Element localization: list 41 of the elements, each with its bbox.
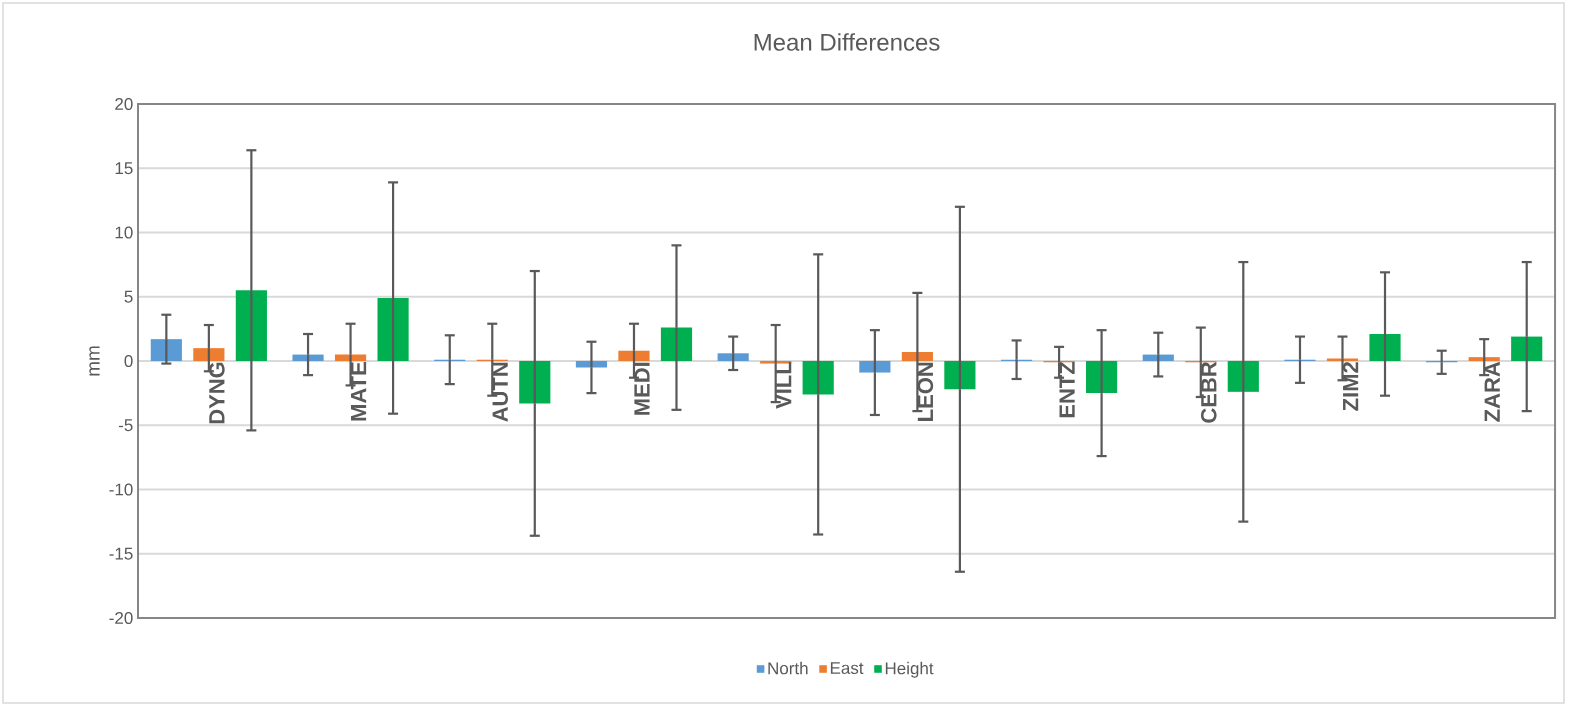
bar xyxy=(760,361,792,364)
bar xyxy=(292,354,324,361)
bar xyxy=(1227,361,1259,392)
y-tick-label: 10 xyxy=(115,226,133,239)
bar xyxy=(193,348,225,361)
x-tick-label: ZIM2 xyxy=(1342,362,1359,411)
bar xyxy=(859,361,891,373)
bar xyxy=(717,353,749,361)
x-tick-label: AUTN xyxy=(492,362,508,422)
y-tick-label: 5 xyxy=(124,290,133,303)
bar xyxy=(519,361,551,404)
x-tick-label: ZARA xyxy=(1484,361,1500,422)
bar xyxy=(235,290,267,361)
legend-label: Height xyxy=(885,661,934,678)
y-tick-label: 15 xyxy=(115,162,133,175)
bar xyxy=(1511,336,1543,361)
y-tick-label: -5 xyxy=(118,419,133,432)
y-axis-title: mm xyxy=(89,346,100,376)
bar xyxy=(618,350,650,361)
y-tick-label: -15 xyxy=(109,547,133,560)
x-tick-label: MATE xyxy=(350,362,367,421)
y-tick-label: -20 xyxy=(109,611,133,625)
x-tick-label: CEBR xyxy=(1201,361,1217,423)
x-tick-label: DYNG xyxy=(209,362,225,424)
legend-label: North xyxy=(768,661,808,675)
bar xyxy=(1369,334,1401,361)
y-tick-label: -10 xyxy=(109,483,133,496)
bar xyxy=(802,361,834,395)
chart-title: Mean Differences xyxy=(754,33,940,51)
bar xyxy=(901,352,933,361)
x-tick-label: VILL xyxy=(776,361,792,409)
bar xyxy=(1468,357,1500,361)
x-tick-label: LEON xyxy=(917,362,934,421)
legend-label: East xyxy=(830,662,864,675)
x-tick-label: MEDI xyxy=(634,362,650,415)
bar xyxy=(944,361,976,390)
y-tick-label: 0 xyxy=(124,354,133,368)
bar xyxy=(1086,361,1118,394)
x-tick-label: ENTZ xyxy=(1059,361,1075,418)
bar xyxy=(377,298,409,361)
y-tick-label: 20 xyxy=(115,97,133,111)
